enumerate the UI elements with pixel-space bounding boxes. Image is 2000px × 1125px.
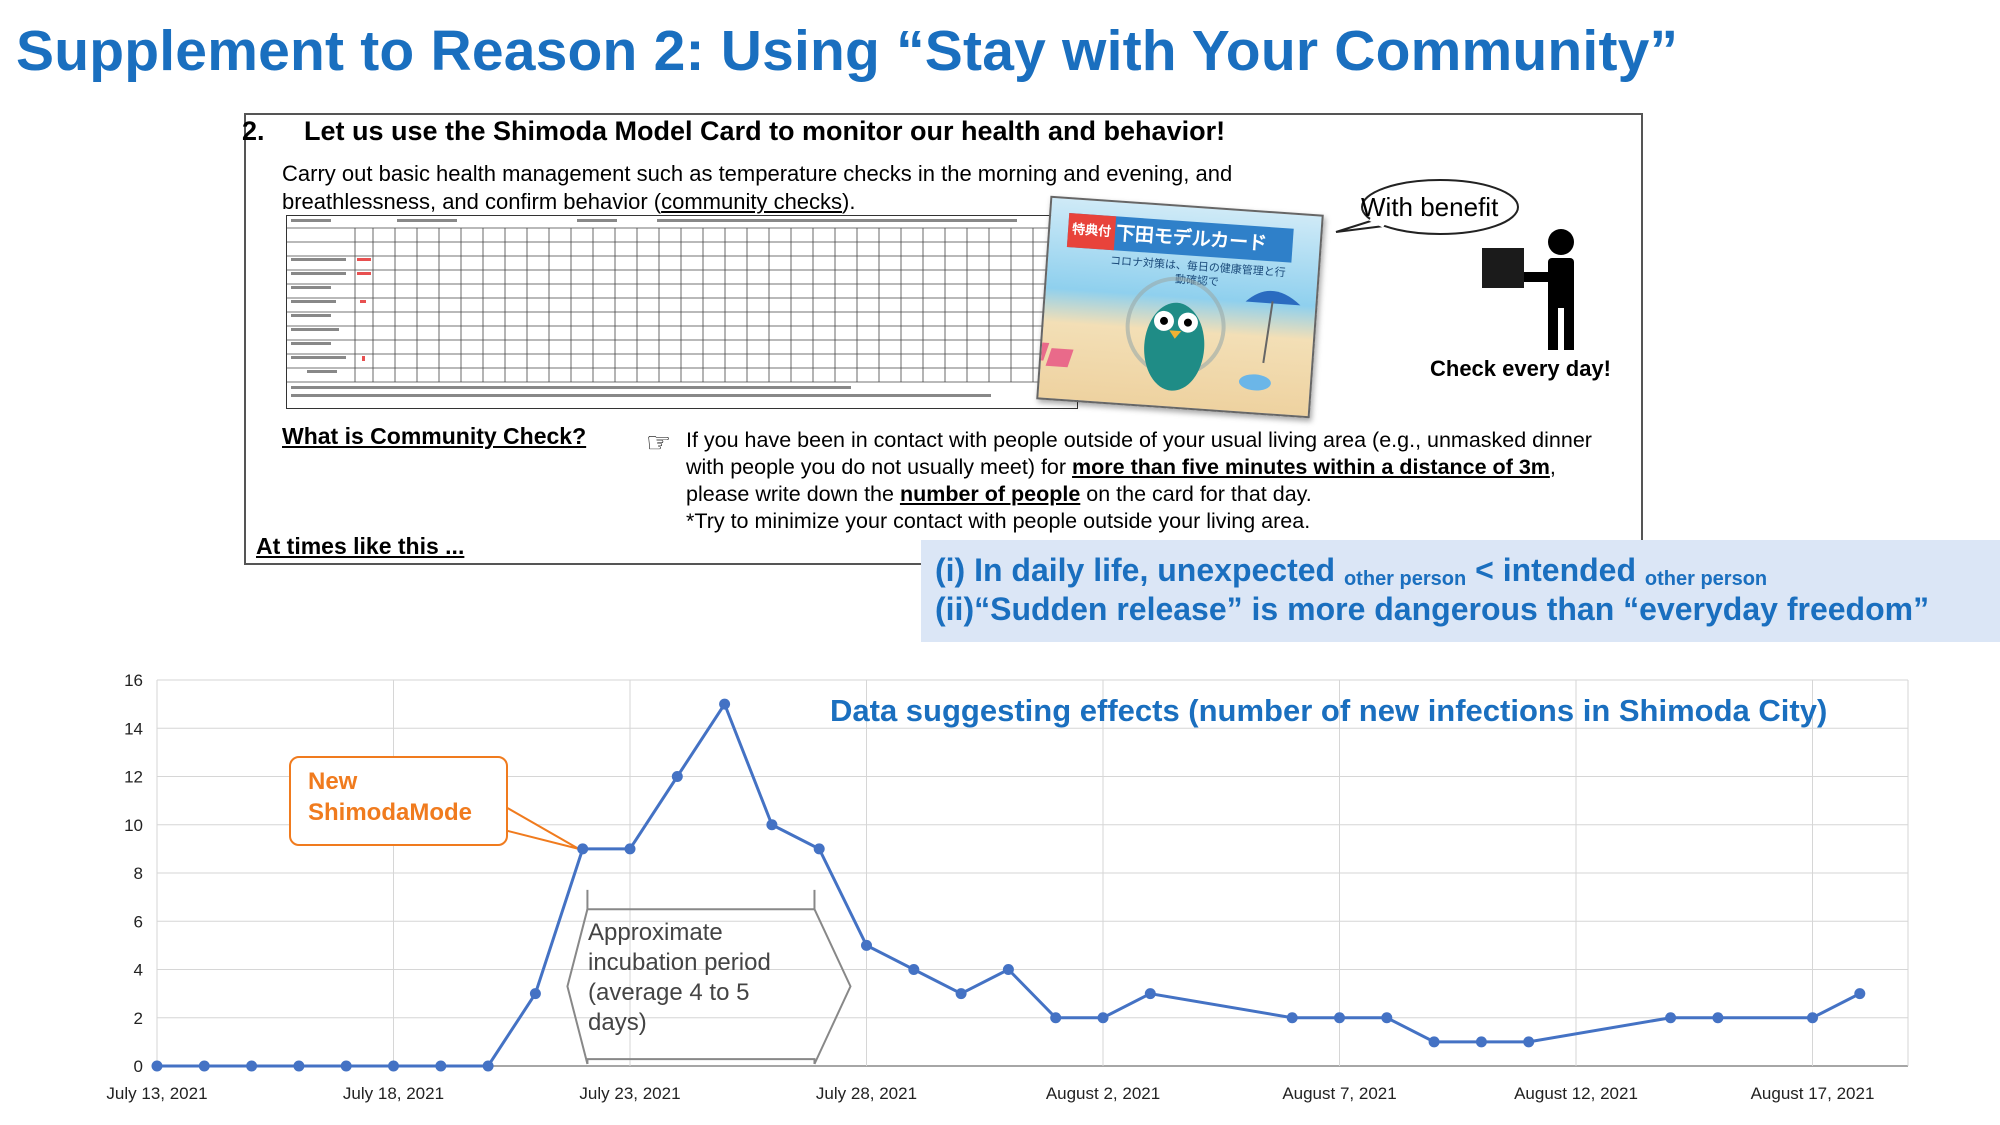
x-tick-label: August 12, 2021 (1514, 1084, 1638, 1103)
note-1-text-a: (i) In daily life, unexpected (935, 552, 1344, 588)
data-point (1002, 964, 1014, 975)
explain-bold-1: more than five minutes within a distance… (1072, 455, 1550, 479)
data-point (1712, 1012, 1724, 1024)
data-point (1807, 1012, 1818, 1024)
data-point (766, 819, 778, 831)
chart-title: Data suggesting effects (number of new i… (830, 693, 1828, 728)
data-point (340, 1060, 352, 1072)
panel-intro: Carry out basic health management such a… (282, 160, 1342, 216)
panel-heading: 2. Let us use the Shimoda Model Card to m… (242, 116, 1225, 147)
data-point (1381, 1012, 1393, 1024)
pointing-hand-icon: ☞ (646, 427, 672, 458)
y-tick-label: 0 (134, 1057, 143, 1076)
data-point (293, 1060, 305, 1072)
at-times-label: At times like this ... (256, 533, 465, 559)
y-tick-label: 12 (124, 768, 143, 787)
chart-grid (156, 679, 1909, 1067)
data-point (1665, 1012, 1677, 1024)
data-point (246, 1060, 258, 1072)
person-holding-card-icon (1482, 229, 1574, 350)
incubation-bracket (566, 889, 852, 1065)
data-point (1286, 1012, 1298, 1024)
y-tick-label: 14 (124, 719, 143, 738)
callout-box (289, 756, 508, 846)
data-point (577, 843, 589, 855)
data-point (435, 1060, 447, 1072)
data-point (529, 988, 541, 1000)
data-point (1523, 1036, 1535, 1048)
y-tick-label: 6 (134, 912, 143, 931)
card-illustration (1038, 276, 1301, 391)
note-2: (ii)“Sudden release” is more dangerous t… (935, 591, 1930, 627)
data-point (151, 1060, 163, 1072)
data-point (671, 771, 683, 782)
data-point (955, 988, 967, 1000)
explain-note: *Try to minimize your contact with peopl… (686, 509, 1311, 533)
note-1-text-b: < intended (1466, 552, 1645, 588)
series-line (157, 700, 1861, 1068)
infections-line-chart: 0 2 4 6 8 10 12 14 16 July 13, 2021 July 18, 2021 J… (106, 671, 1909, 1103)
incubation-right-edge (813, 908, 852, 1065)
y-tick-label: 16 (124, 671, 143, 690)
series-points (151, 698, 1866, 1072)
data-point (813, 843, 825, 855)
data-point (624, 843, 636, 855)
x-tick-label: August 17, 2021 (1751, 1084, 1875, 1103)
community-check-explanation: If you have been in contact with people … (686, 427, 1621, 535)
intro-text: Carry out basic health management such a… (282, 161, 1233, 214)
notes-box: (i) In daily life, unexpected other pers… (921, 540, 2000, 642)
data-point (1854, 988, 1866, 1000)
data-point (482, 1060, 494, 1072)
bubble-text: With benefit (1361, 192, 1499, 222)
callout-text: New ShimodaMode (308, 768, 473, 826)
incubation-left-edge (566, 908, 589, 1065)
intro-end: ). (842, 189, 856, 214)
data-point (388, 1060, 399, 1072)
data-point (1428, 1036, 1440, 1048)
note-1-sub-2: other person (1644, 568, 1768, 590)
callout-pointer (503, 805, 580, 850)
y-tick-label: 10 (124, 816, 143, 835)
data-point (198, 1060, 210, 1072)
data-point (1097, 1012, 1109, 1024)
health-check-sheet (286, 215, 1078, 409)
shimoda-model-card-image: 特典付 下田モデルカード コロナ対策は、毎日の健康管理と行動確認で (1036, 195, 1324, 419)
data-point (908, 964, 920, 975)
community-check-question: What is Community Check? (282, 423, 587, 449)
chart-axis-labels: 0 2 4 6 8 10 12 14 16 July 13, 2021 July 18, 2021 J… (106, 671, 1874, 1103)
y-tick-label: 4 (134, 961, 143, 980)
x-tick-label: July 28, 2021 (816, 1084, 917, 1103)
community-checks-link: community checks (661, 189, 843, 214)
explain-text-3: on the card for that day. (1080, 482, 1312, 506)
data-point (1475, 1036, 1487, 1048)
data-point (1144, 988, 1156, 1000)
page-title: Supplement to Reason 2: Using “Stay with… (16, 19, 1679, 83)
explain-bold-2: number of people (899, 482, 1081, 506)
speech-bubble (1335, 179, 1519, 235)
heading-text: Let us use the Shimoda Model Card to mon… (304, 116, 1226, 146)
incubation-top-brace (586, 889, 816, 911)
data-point (861, 939, 872, 951)
explain-text-1: If you have been in contact with people … (686, 428, 1592, 479)
data-point (719, 698, 731, 710)
x-tick-label: July 23, 2021 (579, 1084, 680, 1103)
data-point (1334, 1012, 1345, 1024)
y-tick-label: 2 (134, 1009, 143, 1028)
incubation-text: Approximate incubation period (average 4… (588, 919, 771, 1036)
x-tick-label: July 18, 2021 (343, 1084, 444, 1103)
data-point (1050, 1012, 1062, 1024)
explain-text-2: , please write down the (686, 455, 1556, 506)
note-1-sub-1: other person (1343, 568, 1467, 590)
note-1: (i) In daily life, unexpected other pers… (935, 552, 1767, 591)
y-tick-label: 8 (134, 864, 143, 883)
heading-number: 2. (242, 116, 265, 146)
x-tick-label: July 13, 2021 (106, 1084, 207, 1103)
check-every-day-label: Check every day! (1430, 356, 1611, 381)
incubation-bottom-brace (586, 1058, 816, 1064)
x-tick-label: August 7, 2021 (1282, 1084, 1396, 1103)
health-check-grid (287, 219, 1077, 397)
x-tick-label: August 2, 2021 (1046, 1084, 1160, 1103)
